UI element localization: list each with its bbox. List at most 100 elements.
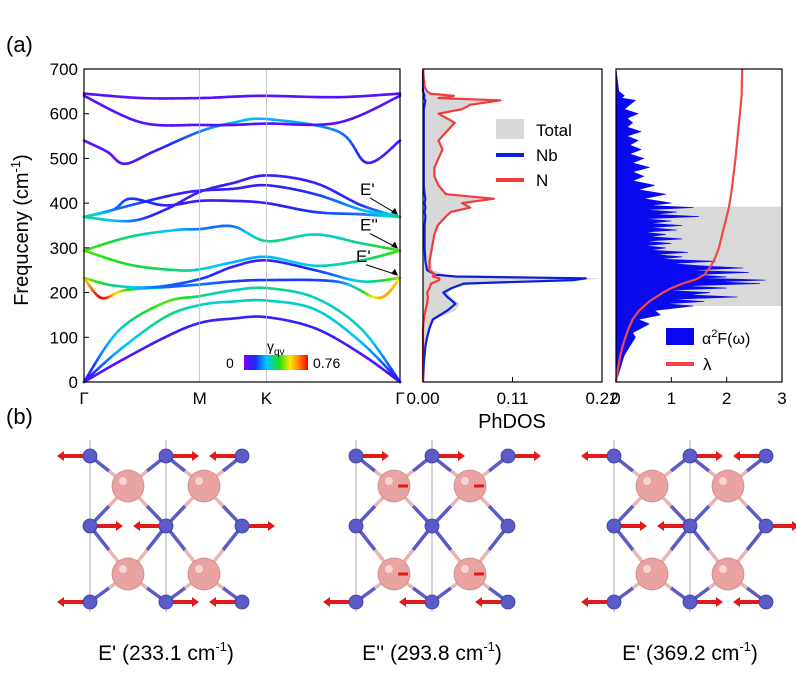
n-atom-highlight xyxy=(195,565,203,573)
band-o4 xyxy=(82,224,402,252)
dos-series-total xyxy=(423,69,602,382)
nb-atom xyxy=(82,518,98,534)
structure-2 xyxy=(323,440,541,612)
dispersion-ytick-label: 100 xyxy=(50,328,78,347)
n-atom xyxy=(453,469,487,503)
phdos-xlabel: PhDOS xyxy=(478,411,546,433)
alpha2f-area xyxy=(615,68,766,383)
n-atom-highlight xyxy=(461,565,469,573)
n-atom xyxy=(187,469,221,503)
displacement-arrowhead xyxy=(57,597,64,607)
structure-panels xyxy=(57,440,796,612)
eliashberg-xtick-label: 3 xyxy=(777,389,786,408)
nb-atom xyxy=(82,448,98,464)
phdos-panel: 0.00 0.11 0.22 PhDOS Total Nb N xyxy=(406,68,619,433)
displacement-arrowhead xyxy=(268,521,275,531)
dispersion-panel: Frequceny (cm-1) 0 100 200 300 400 500 600 700 Γ… xyxy=(8,60,405,408)
mode-label-arrowhead xyxy=(391,241,398,249)
n-atom xyxy=(111,469,145,503)
panel-label-b: (b) xyxy=(6,404,33,429)
nb-atom xyxy=(500,518,516,534)
eliashberg-xtick-label: 2 xyxy=(722,389,731,408)
dispersion-xtick-label: Γ xyxy=(79,389,88,408)
eliashberg-xtick-label: 1 xyxy=(667,389,676,408)
displacement-arrowhead xyxy=(534,451,541,461)
nb-atom xyxy=(158,518,174,534)
n-atom-highlight xyxy=(119,477,127,485)
eliashberg-xtick-label: 0 xyxy=(611,389,620,408)
legend-swatch-total xyxy=(496,119,524,139)
displacement-arrowhead xyxy=(792,521,796,531)
dispersion-ytick-label: 200 xyxy=(50,284,78,303)
structure-caption-1: E' (233.1 cm-1) xyxy=(98,639,234,665)
dispersion-ytick-label: 600 xyxy=(50,105,78,124)
dispersion-xtick-label: K xyxy=(261,389,273,408)
legend-label-alpha2f: α2F(ω) xyxy=(702,328,750,348)
eliashberg-axes: 0 1 2 3 xyxy=(611,68,787,408)
nb-atom xyxy=(606,518,622,534)
phdos-frame xyxy=(422,68,603,383)
nb-atom xyxy=(424,448,440,464)
displacement-arrowhead xyxy=(209,451,216,461)
nb-atom xyxy=(682,518,698,534)
band-o7 xyxy=(82,174,402,223)
nb-atom xyxy=(348,518,364,534)
dispersion-ytick-label: 700 xyxy=(50,60,78,79)
displacement-arrowhead xyxy=(209,597,216,607)
band-o1 xyxy=(82,276,402,300)
colorbar-min-label: 0 xyxy=(226,355,234,371)
n-atom xyxy=(377,557,411,591)
displacement-arrowhead xyxy=(716,597,723,607)
dispersion-frame xyxy=(83,68,401,383)
n-atom-highlight xyxy=(719,565,727,573)
displacement-arrowhead xyxy=(192,451,199,461)
colorbar-gradient xyxy=(244,355,308,370)
eliashberg-legend: α2F(ω) λ xyxy=(666,328,750,374)
n-atom-highlight xyxy=(385,565,393,573)
legend-label-lambda: λ xyxy=(703,355,712,374)
dispersion-bands xyxy=(82,92,402,384)
band-o10 xyxy=(82,92,402,100)
band-o3 xyxy=(82,249,402,272)
band-o2 xyxy=(82,259,402,289)
nb-atom xyxy=(234,518,250,534)
eliashberg-panel: 0 1 2 3 α2F(ω) λ xyxy=(611,68,787,408)
displacement-arrowhead xyxy=(192,597,199,607)
nb-atom xyxy=(500,594,516,610)
mode-label: E' xyxy=(356,247,371,266)
band-segment xyxy=(293,120,305,125)
n-atom xyxy=(453,557,487,591)
mode-label-arrowhead xyxy=(391,207,398,215)
nb-atom xyxy=(682,448,698,464)
structure-3 xyxy=(581,440,796,612)
nb-atom xyxy=(500,448,516,464)
n-atom xyxy=(111,557,145,591)
nb-atom xyxy=(234,448,250,464)
dispersion-ytick-label: 0 xyxy=(69,373,78,392)
mode-label: E'' xyxy=(360,216,378,235)
nb-atom xyxy=(234,594,250,610)
nb-atom xyxy=(348,594,364,610)
mode-labels: E' E'' E' xyxy=(356,180,398,276)
nb-atom xyxy=(158,594,174,610)
dispersion-ytick-label: 500 xyxy=(50,149,78,168)
nb-atom xyxy=(758,594,774,610)
dispersion-ylabel: Frequceny (cm-1) xyxy=(8,154,33,306)
dispersion-xtick-label: Γ xyxy=(395,389,404,408)
dispersion-xtick-label: M xyxy=(193,389,207,408)
band-segment xyxy=(285,119,297,124)
nb-atom xyxy=(158,448,174,464)
n-atom xyxy=(635,469,669,503)
phdos-axes: 0.00 0.11 0.22 xyxy=(406,68,619,408)
n-atom-highlight xyxy=(195,477,203,485)
band-segment xyxy=(395,94,402,99)
colorbar-max-label: 0.76 xyxy=(313,355,340,371)
nb-atom xyxy=(424,594,440,610)
structure-1 xyxy=(57,440,275,612)
displacement-arrowhead xyxy=(399,597,406,607)
displacement-arrowhead xyxy=(733,597,740,607)
n-atom-highlight xyxy=(643,565,651,573)
band-la xyxy=(82,286,402,384)
band-ta xyxy=(82,298,402,384)
